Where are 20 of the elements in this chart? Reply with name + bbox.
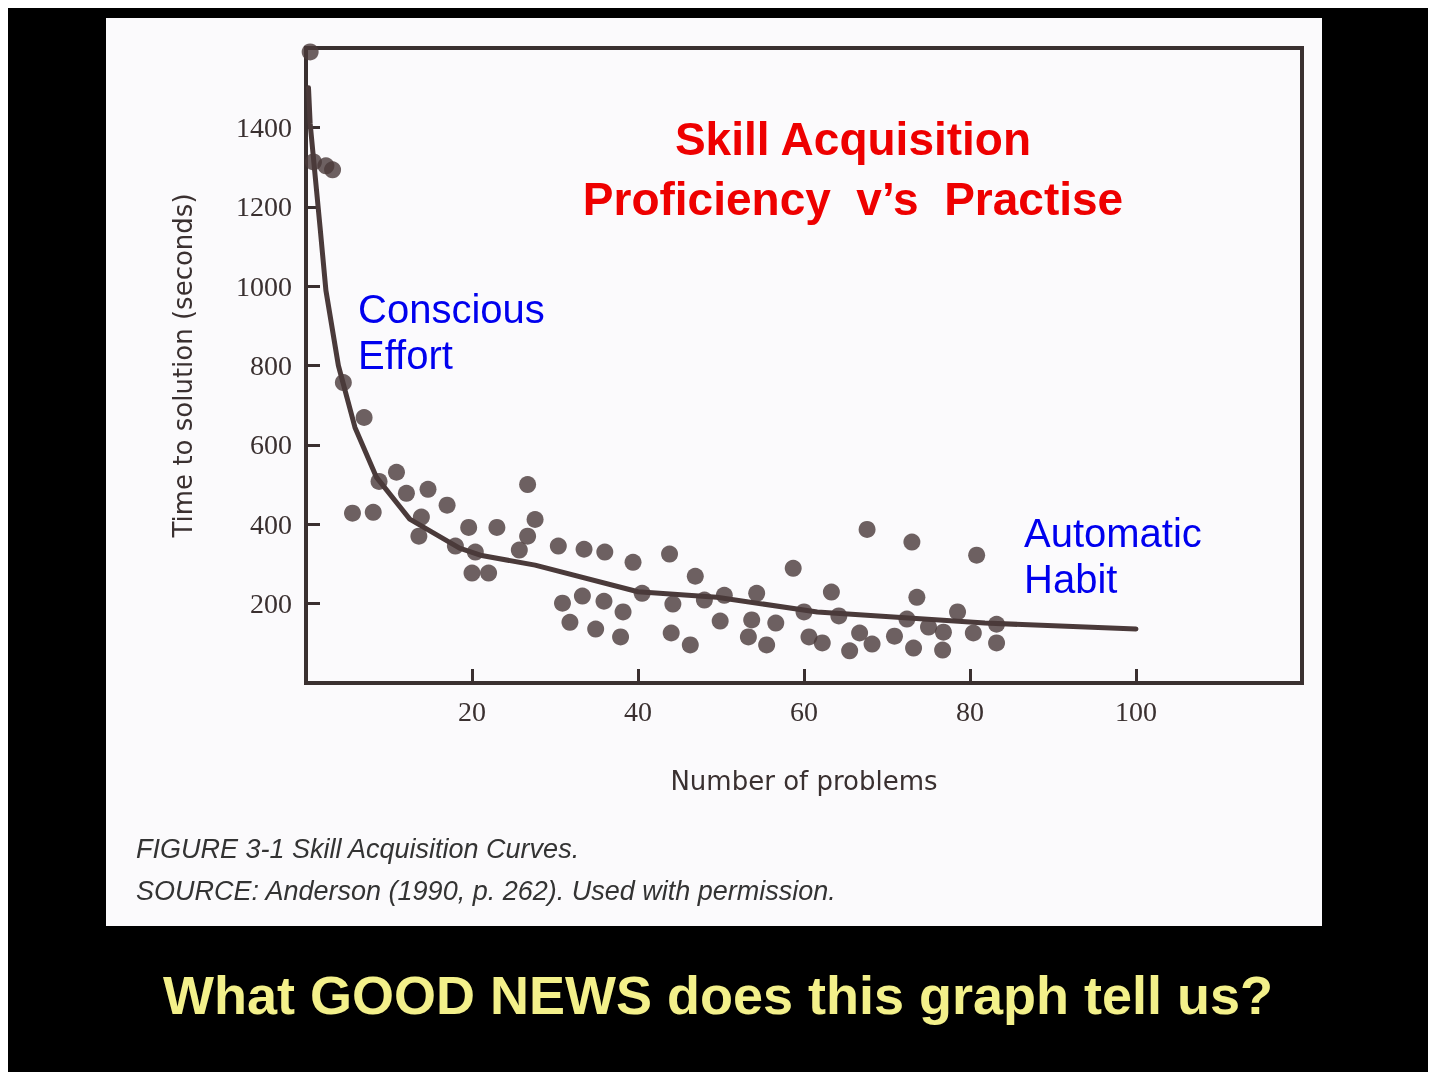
y-tick-label: 400 xyxy=(250,508,292,540)
y-tick-label: 1200 xyxy=(236,191,292,223)
y-tick-label: 1400 xyxy=(236,111,292,143)
x-axis-title: Number of problems xyxy=(670,766,938,796)
text: Skill Acquisition Proficiency v’s Practise xyxy=(582,113,1124,225)
caption: FIGURE 3-1 Skill Acquisition Curves. xyxy=(136,834,580,865)
text: What GOOD NEWS does this graph tell us? xyxy=(161,964,1275,1026)
y-axis-title: Time to solution (seconds) xyxy=(168,193,198,539)
annotation: Automatic Habit xyxy=(1024,511,1202,601)
x-tick-label: 20 xyxy=(458,695,486,727)
y-tick-label: 800 xyxy=(250,350,292,381)
y-tick-label: 1000 xyxy=(236,270,292,302)
x-tick-label: 40 xyxy=(624,695,652,727)
x-tick-label: 60 xyxy=(790,695,818,727)
y-tick-label: 600 xyxy=(250,429,292,461)
source-note: SOURCE: Anderson (1990, p. 262). Used with permission. xyxy=(136,876,836,907)
annotation: Conscious Effort xyxy=(358,287,545,377)
x-tick-label: 100 xyxy=(1115,695,1157,727)
x-tick-label: 80 xyxy=(956,695,984,727)
y-tick-label: 200 xyxy=(250,588,292,620)
